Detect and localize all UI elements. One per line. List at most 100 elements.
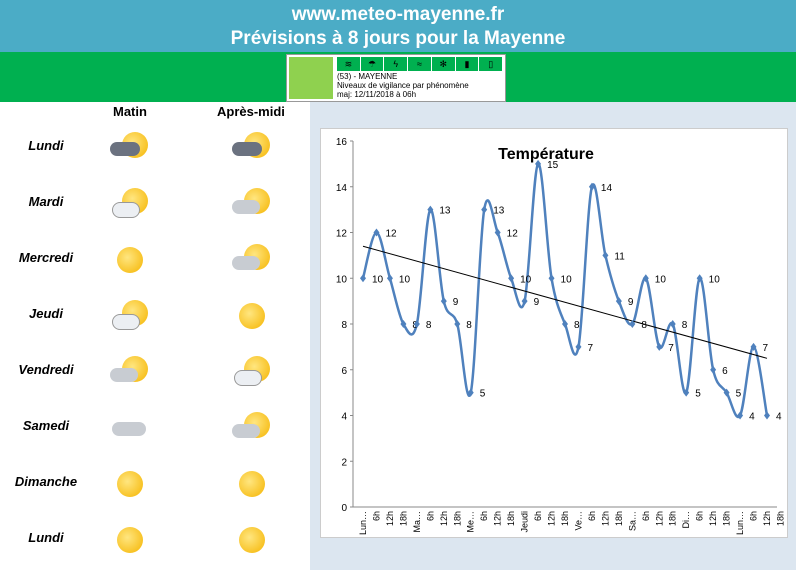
x-tick-label: 6h	[587, 511, 597, 521]
data-point	[669, 320, 676, 328]
data-label: 7	[668, 343, 674, 354]
data-label: 6	[722, 366, 728, 377]
x-tick-label: Di…	[681, 511, 691, 529]
x-tick-label: 6h	[371, 511, 381, 521]
x-tick-label: Ma…	[412, 511, 422, 533]
x-tick-label: 18h	[560, 511, 570, 526]
data-point	[548, 274, 555, 283]
x-tick-label: 18h	[722, 511, 732, 526]
sun-icon	[110, 242, 150, 278]
day-label: Lundi	[28, 530, 64, 545]
data-label: 12	[507, 229, 519, 240]
data-point	[562, 320, 568, 328]
data-label: 13	[439, 206, 451, 217]
data-point	[535, 159, 542, 168]
x-tick-label: Lun…	[735, 511, 745, 535]
data-point	[750, 342, 757, 351]
fog-sun-icon	[110, 298, 150, 334]
data-point	[467, 388, 474, 397]
sun-icon	[232, 298, 272, 334]
temperature-line	[361, 162, 769, 419]
data-label: 9	[534, 297, 540, 308]
data-label: 9	[453, 297, 459, 308]
vigilance-update: maj: 12/11/2018 à 06h	[337, 90, 417, 99]
x-tick-label: Ve…	[573, 511, 583, 531]
sun-cloud-wind-icon	[110, 354, 150, 390]
x-tick-label: 18h	[668, 511, 678, 526]
x-tick-label: 12h	[708, 511, 718, 526]
day-label: Jeudi	[29, 306, 63, 321]
data-label: 10	[561, 274, 573, 285]
snow-icon: ✻	[432, 57, 456, 71]
x-tick-label: 12h	[654, 511, 664, 526]
x-tick-label: 12h	[385, 511, 395, 526]
cold-icon: ▯	[479, 57, 504, 71]
x-tick-label: Lun…	[358, 511, 368, 535]
data-point	[427, 205, 434, 214]
data-label: 8	[426, 320, 432, 331]
x-tick-label: 6h	[641, 511, 651, 521]
heat-icon: ▮	[456, 57, 480, 71]
y-tick-label: 12	[336, 229, 348, 240]
data-point	[413, 320, 420, 328]
cloud-icon	[110, 410, 150, 446]
data-label: 14	[601, 183, 613, 194]
data-label: 4	[749, 412, 755, 423]
cloud-rain-icon	[232, 130, 272, 166]
site-title[interactable]: www.meteo-mayenne.fr	[291, 4, 505, 25]
data-label: 11	[614, 251, 625, 262]
vigilance-icons: ≋ ☂ ϟ ≈ ✻ ▮ ▯	[337, 57, 504, 71]
sun-icon	[110, 466, 150, 502]
x-tick-label: 6h	[695, 511, 705, 521]
data-point	[373, 228, 380, 237]
data-label: 8	[466, 320, 472, 331]
y-tick-label: 4	[341, 412, 347, 423]
data-point	[481, 205, 488, 214]
x-tick-label: 18h	[775, 511, 785, 526]
data-label: 15	[547, 160, 559, 171]
data-label: 8	[641, 320, 647, 331]
x-tick-label: 12h	[600, 511, 610, 526]
x-tick-label: 12h	[493, 511, 503, 526]
data-label: 5	[695, 389, 701, 400]
x-tick-label: 18h	[398, 511, 408, 526]
data-point	[696, 274, 703, 283]
day-label: Vendredi	[18, 362, 74, 377]
x-tick-label: 18h	[452, 511, 462, 526]
y-tick-label: 8	[341, 320, 347, 331]
vigilance-panel[interactable]: ≋ ☂ ϟ ≈ ✻ ▮ ▯ (53) - MAYENNE Niveaux de vigila…	[286, 54, 506, 102]
data-label: 7	[763, 343, 769, 354]
sun-cloud-wind-icon	[232, 242, 272, 278]
day-label: Dimanche	[14, 474, 78, 489]
data-label: 5	[480, 389, 486, 400]
data-point	[575, 342, 582, 351]
header: www.meteo-mayenne.fr Prévisions à 8 jour…	[0, 0, 796, 52]
x-tick-label: 6h	[749, 511, 759, 521]
y-tick-label: 16	[336, 137, 348, 148]
data-point	[588, 182, 595, 191]
trend-line	[362, 245, 768, 359]
col-morning: Matin	[113, 104, 147, 119]
data-point	[400, 320, 407, 328]
data-point	[454, 320, 461, 328]
data-label: 10	[399, 274, 411, 285]
sun-icon	[110, 522, 150, 558]
day-label: Lundi	[28, 138, 64, 153]
vigilance-dept: (53) - MAYENNE	[337, 72, 398, 81]
data-label: 10	[520, 274, 532, 285]
y-tick-label: 2	[341, 457, 347, 468]
sun-cloud-wind-icon	[232, 186, 272, 222]
storm-icon: ϟ	[384, 57, 409, 71]
y-tick-label: 14	[336, 183, 348, 194]
data-point	[710, 365, 717, 374]
data-label: 10	[372, 274, 384, 285]
data-label: 4	[776, 412, 782, 423]
day-label: Samedi	[22, 418, 70, 433]
x-tick-label: 6h	[479, 511, 489, 521]
data-point	[508, 274, 515, 283]
x-tick-label: Jeudi	[520, 511, 530, 533]
rain-icon: ☂	[361, 57, 385, 71]
data-label: 7	[587, 343, 593, 354]
y-tick-label: 6	[341, 366, 347, 377]
sun-cloud-wind-icon	[232, 410, 272, 446]
